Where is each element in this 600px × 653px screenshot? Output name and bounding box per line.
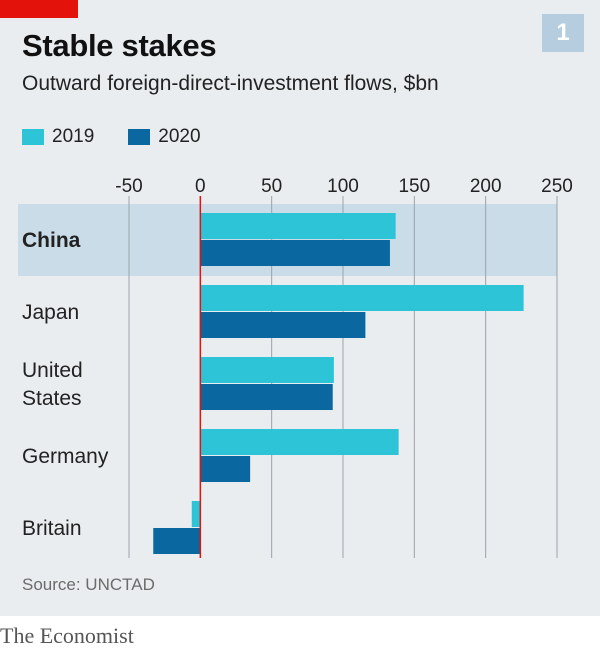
bar-2019 [200, 357, 334, 383]
bar-2019 [191, 501, 201, 527]
legend-label-2020: 2020 [158, 126, 201, 147]
bar-2020 [200, 240, 390, 266]
legend-item-2019: 2019 [22, 126, 94, 148]
x-tick-label: 0 [195, 176, 206, 197]
x-tick-label: -50 [115, 176, 142, 197]
chart-subtitle: Outward foreign-direct-investment flows,… [22, 72, 439, 95]
legend-swatch-2020 [128, 129, 151, 145]
brand-red-tag [0, 0, 78, 18]
category-label: United [22, 359, 83, 382]
bar-2020 [200, 312, 366, 338]
category-label: States [22, 387, 82, 410]
category-label: China [22, 229, 81, 252]
legend: 2019 2020 [22, 126, 235, 148]
category-label: Japan [22, 301, 79, 324]
bar-2020 [200, 456, 251, 482]
bar-2019 [200, 429, 399, 455]
category-label: Britain [22, 517, 82, 540]
legend-swatch-2019 [22, 129, 44, 145]
x-tick-label: 250 [541, 176, 573, 197]
legend-item-2020: 2020 [128, 126, 201, 148]
x-tick-label: 50 [261, 176, 282, 197]
source-note: Source: UNCTAD [22, 575, 155, 594]
legend-label-2019: 2019 [52, 126, 95, 147]
chart-number-badge: 1 [542, 14, 584, 52]
x-tick-label: 200 [470, 176, 502, 197]
chart-title: Stable stakes [22, 28, 217, 63]
bar-2019 [200, 213, 396, 239]
bar-2020 [153, 528, 201, 554]
brand-wordmark: The Economist [0, 623, 134, 648]
bar-2020 [200, 384, 333, 410]
x-tick-label: 150 [398, 176, 430, 197]
x-tick-label: 100 [327, 176, 359, 197]
bar-chart-plot: -50 0 50 100 150 200 250 China Japan United States… [18, 176, 573, 558]
category-label: Germany [22, 445, 109, 468]
bar-2019 [200, 285, 524, 311]
